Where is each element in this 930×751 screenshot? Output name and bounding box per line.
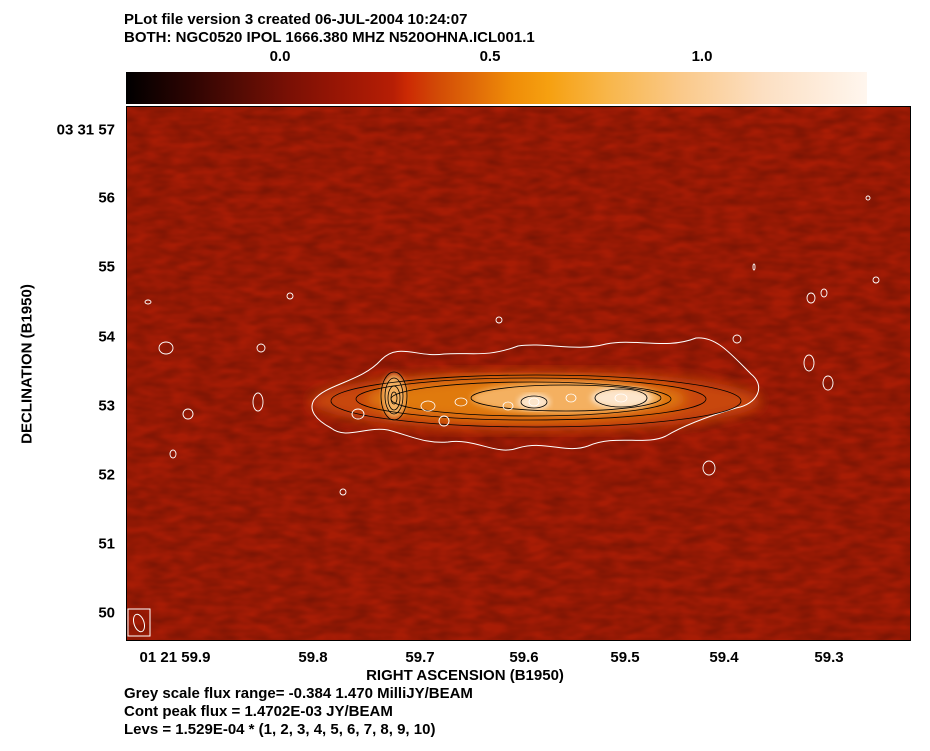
contour-ring (470, 384, 662, 412)
footer-contour-levels: Levs = 1.529E-04 * (1, 2, 3, 4, 5, 6, 7,… (124, 721, 436, 738)
contour-noise-island (806, 292, 816, 304)
contour-ring (390, 391, 398, 405)
contour-noise-island (495, 316, 503, 324)
radio-image-plot (126, 106, 911, 641)
contour-noise-island (351, 408, 365, 420)
y-tick-label: 53 (98, 397, 115, 415)
x-tick-label: 59.8 (298, 649, 328, 666)
emission-blob (518, 394, 550, 410)
x-tick-label: 01 21 59.9 (139, 649, 211, 666)
beam-ellipse (132, 613, 146, 633)
contour-knot (528, 397, 540, 407)
y-tick-label: 55 (98, 258, 115, 276)
contour-ring (355, 377, 707, 421)
x-tick-label: 59.4 (709, 649, 739, 666)
contour-noise-island (182, 408, 194, 420)
y-tick-label: 52 (98, 466, 115, 484)
emission-blob (382, 374, 406, 418)
contour-knot (420, 400, 436, 412)
colorbar-tick-label: 1.0 (691, 48, 713, 65)
contour-noise-island (702, 460, 716, 476)
contour-noise-island (158, 341, 174, 355)
x-tick-label: 59.5 (610, 649, 640, 666)
contour-noise-island (803, 354, 815, 372)
contour-noise-island (872, 276, 880, 284)
contour-noise-island (144, 299, 152, 305)
galaxy-emission (311, 371, 761, 431)
contour-ring (387, 385, 401, 411)
contour-lines (144, 195, 880, 496)
plot-header-line-2: BOTH: NGC0520 IPOL 1666.380 MHZ N520OHNA… (124, 29, 535, 46)
contour-noise-island (732, 334, 742, 344)
footer-flux-range: Grey scale flux range= -0.384 1.470 Mill… (124, 685, 473, 702)
contour-ring (380, 371, 408, 421)
beam-box (127, 608, 151, 637)
y-tick-label: 50 (98, 604, 115, 622)
contour-ring (330, 374, 742, 428)
x-axis-title: RIGHT ASCENSION (B1950) (366, 667, 564, 684)
colorbar-tick-label: 0.0 (269, 48, 291, 65)
contour-noise-island (752, 263, 756, 271)
contour-knot (502, 401, 514, 411)
contour-noise-island (865, 195, 871, 201)
y-tick-label: 56 (98, 189, 115, 207)
colorbar-tick-label: 0.5 (479, 48, 501, 65)
contour-ring (594, 388, 648, 408)
contour-noise-island (286, 292, 294, 300)
emission-blob (591, 388, 651, 408)
plot-frame (126, 106, 911, 641)
contour-ring (520, 395, 548, 409)
y-axis-title: DECLINATION (B1950) (18, 284, 36, 444)
contour-noise-island (822, 375, 834, 391)
colorbar (126, 72, 867, 104)
radio-image-svg (126, 106, 911, 641)
contour-outer (311, 337, 760, 451)
contour-noise-island (438, 415, 450, 427)
contour-knot (614, 393, 628, 403)
plot-header-line-1: PLot file version 3 created 06-JUL-2004 … (124, 11, 468, 28)
footer-peak-flux: Cont peak flux = 1.4702E-03 JY/BEAM (124, 703, 393, 720)
contour-knot (565, 393, 577, 403)
x-tick-label: 59.3 (814, 649, 844, 666)
contour-knot (454, 397, 468, 407)
contour-noise-island (339, 488, 347, 496)
contour-ring (384, 377, 404, 415)
x-tick-label: 59.6 (509, 649, 539, 666)
contour-noise-island (252, 392, 264, 412)
x-tick-label: 59.7 (405, 649, 435, 666)
contour-noise-island (256, 343, 266, 353)
contour-noise-island (820, 288, 828, 298)
y-tick-label: 51 (98, 535, 115, 553)
contour-noise-island (169, 449, 177, 459)
y-tick-label: 54 (98, 328, 115, 346)
y-tick-label: 03 31 57 (56, 121, 115, 139)
